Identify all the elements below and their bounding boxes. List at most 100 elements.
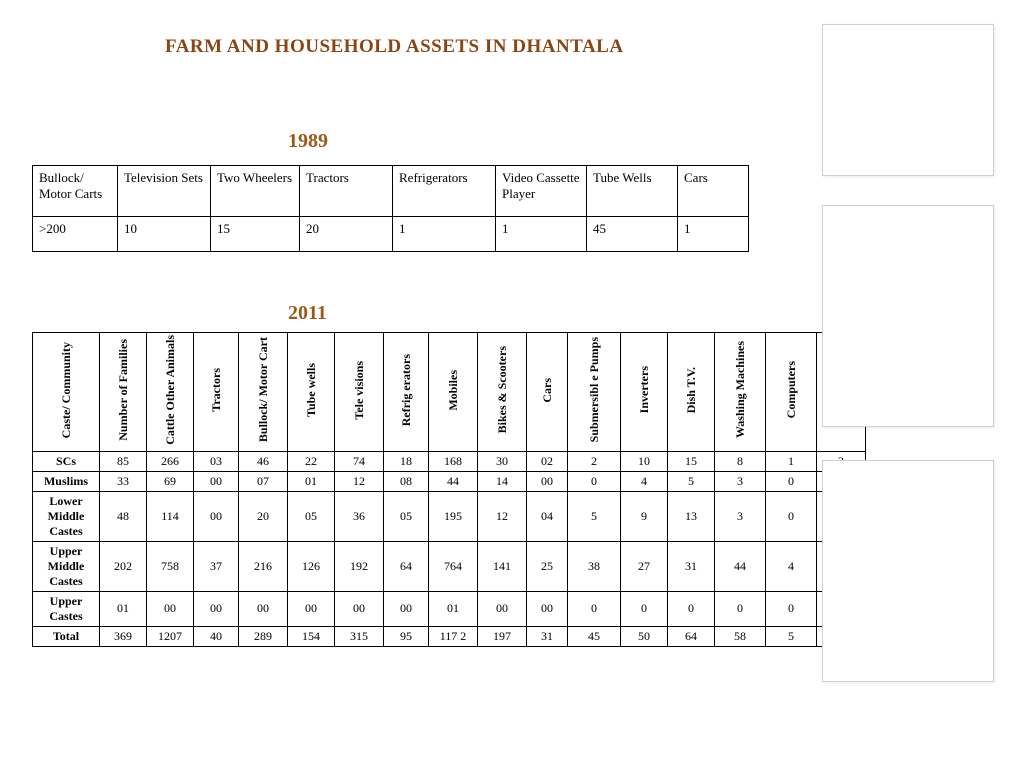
cell: 48 xyxy=(100,491,147,541)
cell: 45 xyxy=(568,626,621,646)
cell: 0 xyxy=(766,491,817,541)
cell: 764 xyxy=(429,541,478,591)
year-label-1989: 1989 xyxy=(288,130,328,153)
cell: 46 xyxy=(239,451,288,471)
cell: 197 xyxy=(478,626,527,646)
row-label: Muslims xyxy=(33,471,100,491)
cell: 38 xyxy=(568,541,621,591)
cell: 0 xyxy=(668,591,715,626)
cell: 168 xyxy=(429,451,478,471)
table-row: Lower Middle Castes481140020053605195120… xyxy=(33,491,866,541)
cell: 64 xyxy=(668,626,715,646)
cell: 8 xyxy=(715,451,766,471)
table-row: Upper Castes01000000000000010000000000 xyxy=(33,591,866,626)
cell: 37 xyxy=(194,541,239,591)
cell: 18 xyxy=(384,451,429,471)
cell: 00 xyxy=(384,591,429,626)
cell: 5 xyxy=(766,626,817,646)
cell: 44 xyxy=(715,541,766,591)
col-header: Bikes & Scooters xyxy=(478,333,527,452)
col-header: Bullock/ Motor Cart xyxy=(239,333,288,452)
row-label: Upper Middle Castes xyxy=(33,541,100,591)
cell: 00 xyxy=(478,591,527,626)
cell: 01 xyxy=(288,471,335,491)
row-label: SCs xyxy=(33,451,100,471)
cell: 192 xyxy=(335,541,384,591)
col-header: Submersibl e Pumps xyxy=(568,333,621,452)
cell: 3 xyxy=(715,491,766,541)
col-header: Mobiles xyxy=(429,333,478,452)
cell: 266 xyxy=(147,451,194,471)
col-header: Dish T.V. xyxy=(668,333,715,452)
cell: 00 xyxy=(194,491,239,541)
col-header: Tractors xyxy=(300,166,393,217)
row-label: Lower Middle Castes xyxy=(33,491,100,541)
cell: 4 xyxy=(621,471,668,491)
cell: 758 xyxy=(147,541,194,591)
cell: 00 xyxy=(194,591,239,626)
table-2011-header-row: Caste/ CommunityNumber of FamiliesCattle… xyxy=(33,333,866,452)
col-header: Tube Wells xyxy=(587,166,678,217)
cell: 2 xyxy=(568,451,621,471)
side-placeholder-1 xyxy=(822,24,994,176)
cell: 126 xyxy=(288,541,335,591)
cell: 141 xyxy=(478,541,527,591)
cell: 1 xyxy=(678,217,749,252)
side-placeholder-3 xyxy=(822,460,994,682)
cell: 03 xyxy=(194,451,239,471)
table-1989-header-row: Bullock/ Motor Carts Television Sets Two… xyxy=(33,166,749,217)
cell: 1 xyxy=(393,217,496,252)
cell: 04 xyxy=(527,491,568,541)
cell: 1207 xyxy=(147,626,194,646)
cell: 14 xyxy=(478,471,527,491)
col-header: Tube wells xyxy=(288,333,335,452)
cell: 0 xyxy=(568,471,621,491)
cell: 25 xyxy=(527,541,568,591)
cell: 216 xyxy=(239,541,288,591)
cell: 95 xyxy=(384,626,429,646)
table-2011: Caste/ CommunityNumber of FamiliesCattle… xyxy=(32,332,866,647)
col-header: Tele visions xyxy=(335,333,384,452)
table-1989: Bullock/ Motor Carts Television Sets Two… xyxy=(32,165,749,252)
cell: 00 xyxy=(527,471,568,491)
row-label: Upper Castes xyxy=(33,591,100,626)
cell: 08 xyxy=(384,471,429,491)
table-row: Total36912074028915431595117 21973145506… xyxy=(33,626,866,646)
cell: 10 xyxy=(118,217,211,252)
cell: >200 xyxy=(33,217,118,252)
cell: 13 xyxy=(668,491,715,541)
cell: 3 xyxy=(715,471,766,491)
cell: 33 xyxy=(100,471,147,491)
cell: 4 xyxy=(766,541,817,591)
table-row: SCs852660346227418168300221015813 xyxy=(33,451,866,471)
cell: 85 xyxy=(100,451,147,471)
cell: 00 xyxy=(335,591,384,626)
cell: 369 xyxy=(100,626,147,646)
cell: 07 xyxy=(239,471,288,491)
cell: 44 xyxy=(429,471,478,491)
cell: 45 xyxy=(587,217,678,252)
cell: 0 xyxy=(715,591,766,626)
cell: 02 xyxy=(527,451,568,471)
cell: 12 xyxy=(335,471,384,491)
cell: 01 xyxy=(429,591,478,626)
col-header: Caste/ Community xyxy=(33,333,100,452)
cell: 31 xyxy=(527,626,568,646)
page-title: FARM AND HOUSEHOLD ASSETS IN DHANTALA xyxy=(165,36,624,58)
col-header: Cars xyxy=(527,333,568,452)
cell: 9 xyxy=(621,491,668,541)
col-header: Refrig erators xyxy=(384,333,429,452)
col-header: Computers xyxy=(766,333,817,452)
cell: 58 xyxy=(715,626,766,646)
cell: 0 xyxy=(621,591,668,626)
cell: 5 xyxy=(668,471,715,491)
cell: 1 xyxy=(766,451,817,471)
cell: 64 xyxy=(384,541,429,591)
cell: 0 xyxy=(766,471,817,491)
cell: 00 xyxy=(239,591,288,626)
cell: 154 xyxy=(288,626,335,646)
cell: 195 xyxy=(429,491,478,541)
col-header: Television Sets xyxy=(118,166,211,217)
cell: 74 xyxy=(335,451,384,471)
cell: 01 xyxy=(100,591,147,626)
